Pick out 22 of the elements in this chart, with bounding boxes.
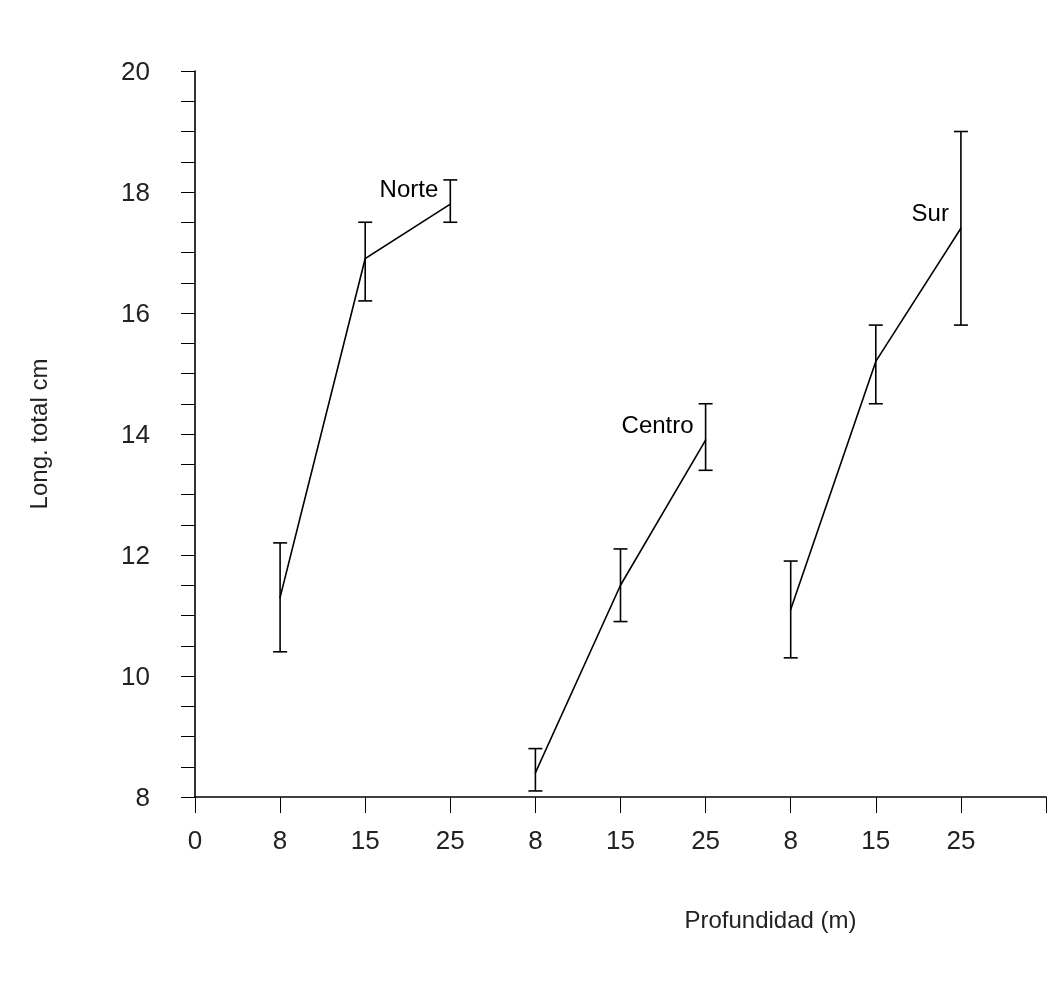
y-tick-label: 8 [135,782,150,812]
x-tick-label: 0 [187,825,203,855]
x-tick-label: 8 [783,825,798,855]
x-tick-label: 15 [606,825,635,855]
x-tick-label: 25 [691,825,721,855]
y-tick-label: 10 [121,661,150,691]
y-tick-label: 16 [121,298,150,328]
x-tick-label: 15 [350,825,380,855]
series-label: Norte [379,174,439,202]
y-tick-label: 14 [121,419,150,449]
y-tick-label: 12 [121,540,150,570]
series-label: Centro [621,410,694,438]
x-tick-label: 8 [272,825,288,855]
y-axis-title: Long. total cm [24,358,52,510]
y-tick-label: 18 [121,177,150,207]
series-label: Sur [911,198,949,226]
x-tick-label: 8 [528,825,543,855]
x-axis-title: Profundidad (m) [684,905,857,933]
y-tick-label: 20 [121,56,150,86]
x-tick-label: 15 [861,825,891,855]
x-tick-label: 25 [435,825,465,855]
x-tick-label: 25 [946,825,976,855]
